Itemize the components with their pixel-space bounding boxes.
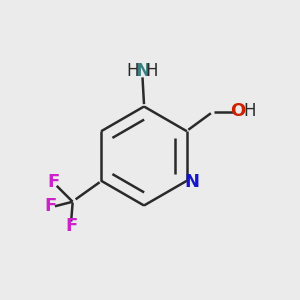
Text: N: N xyxy=(135,62,150,80)
Text: H: H xyxy=(146,62,158,80)
Text: F: F xyxy=(65,217,77,236)
Text: N: N xyxy=(185,173,200,191)
Text: O: O xyxy=(230,102,245,120)
Text: H: H xyxy=(243,102,256,120)
Text: F: F xyxy=(44,197,56,215)
Text: F: F xyxy=(47,173,59,191)
Text: H: H xyxy=(127,62,139,80)
